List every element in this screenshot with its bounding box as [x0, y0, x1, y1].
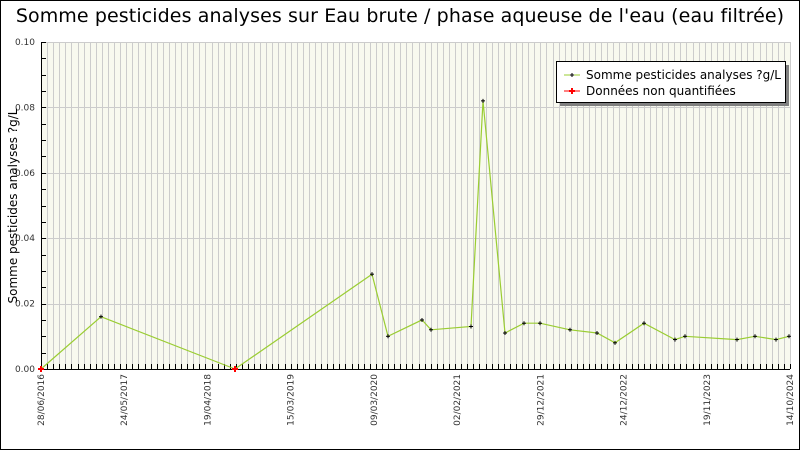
series-line	[40, 100, 790, 370]
data-series	[38, 98, 791, 372]
x-tick-label: 19/11/2023	[703, 374, 713, 426]
y-tick-label: 0.00	[15, 365, 35, 375]
x-tick-label: 24/05/2017	[120, 374, 130, 426]
legend-box	[556, 61, 786, 103]
x-tick-label: 29/12/2021	[536, 374, 546, 426]
y-tick-label: 0.02	[15, 300, 35, 310]
axes: 0.00 0.02 0.04 0.06 0.08 0.10 28/06/2016 24/05/…	[15, 38, 796, 426]
x-tick-label: 15/03/2019	[287, 374, 297, 426]
legend-label: Somme pesticides analyses ?g/L	[586, 68, 781, 82]
y-tick-label: 0.10	[15, 38, 35, 48]
x-tick-label: 24/12/2022	[620, 374, 630, 426]
x-tick-label: 09/03/2020	[370, 374, 380, 426]
legend-label: Données non quantifiées	[586, 84, 736, 98]
y-tick-label: 0.04	[15, 234, 35, 244]
x-tick-label: 19/04/2018	[203, 374, 213, 426]
y-axis-label: Somme pesticides analyses ?g/L	[6, 108, 20, 303]
legend: Somme pesticides analyses ?g/L Données no…	[556, 61, 789, 106]
y-tick-label: 0.06	[15, 169, 35, 179]
x-tick-label: 02/02/2021	[453, 374, 463, 426]
x-tick-label: 14/10/2024	[786, 374, 796, 426]
x-tick-label: 28/06/2016	[37, 374, 47, 426]
chart-title: Somme pesticides analyses sur Eau brute …	[15, 5, 785, 27]
y-tick-label: 0.08	[15, 103, 35, 113]
